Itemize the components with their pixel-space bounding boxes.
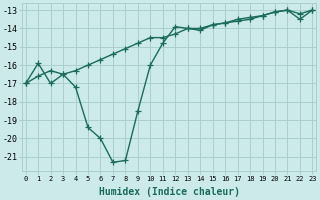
X-axis label: Humidex (Indice chaleur): Humidex (Indice chaleur) <box>99 187 240 197</box>
